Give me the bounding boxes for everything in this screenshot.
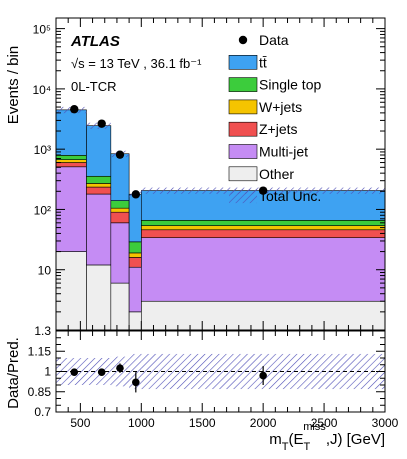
stack-bar xyxy=(110,282,130,331)
stack-bar xyxy=(86,186,112,195)
y-tick-label: 10² xyxy=(34,203,51,217)
region-label: 0L-TCR xyxy=(71,79,117,94)
legend-swatch xyxy=(228,77,258,92)
stack-bar xyxy=(86,175,112,184)
ratio-point xyxy=(70,368,79,376)
x-tick-label: 1500 xyxy=(189,416,216,430)
energy-lumi-label: √s = 13 TeV , 36.1 fb⁻¹ xyxy=(71,56,202,71)
ratio-y-ticks: 0.7 0.85 1 1.15 1.3 xyxy=(28,324,385,419)
x-tick-label: 1000 xyxy=(128,416,155,430)
stack-bar xyxy=(128,311,142,331)
ratio-point xyxy=(259,371,267,380)
legend-swatch xyxy=(228,144,258,159)
legend-swatch xyxy=(228,121,258,137)
ratio-point xyxy=(116,364,124,372)
stack-bar xyxy=(128,257,142,268)
data-point xyxy=(97,119,106,128)
stack-bar xyxy=(140,220,386,226)
legend-label: tt̄ xyxy=(259,54,267,70)
legend-data-marker xyxy=(238,35,248,45)
legend-label: Single top xyxy=(259,77,321,93)
ratio-y-tick-label: 1.3 xyxy=(34,324,51,338)
ratio-point xyxy=(132,378,140,387)
stack-bar xyxy=(86,264,112,331)
stack-bar xyxy=(110,211,130,224)
x-tick-label: 500 xyxy=(70,416,90,430)
x-tick-label: 2000 xyxy=(250,416,277,430)
stack-bar xyxy=(110,222,130,284)
stack-bar xyxy=(110,153,130,201)
ratio-y-tick-label: 1.15 xyxy=(28,344,52,358)
stack-bar xyxy=(86,125,112,177)
atlas-label: ATLAS xyxy=(70,33,120,50)
main-panel: 10 10² 10³ 10⁴ 10⁵ ATLAS √s = 13 TeV , 36.1 … xyxy=(5,17,386,331)
y-tick-label: 10⁵ xyxy=(33,23,51,37)
stack-bar xyxy=(128,193,142,243)
y-tick-label: 10⁴ xyxy=(32,83,51,97)
stack-bar xyxy=(55,109,87,156)
stack-bar xyxy=(110,200,130,209)
y-axis-label: Events / bin xyxy=(5,46,22,124)
legend-label: Z+jets xyxy=(259,121,298,137)
legend-swatch xyxy=(228,99,258,115)
stack-layer xyxy=(55,109,386,331)
ratio-x-ticks: 500 1000 1500 2000 2500 3000 xyxy=(55,331,399,430)
data-point xyxy=(131,190,141,199)
y-tick-label: 10³ xyxy=(34,143,51,157)
stack-bar xyxy=(55,251,87,331)
ratio-y-tick-label: 1 xyxy=(44,365,51,379)
stack-bar xyxy=(128,241,142,254)
stack-bar xyxy=(140,237,386,302)
stack-bar xyxy=(140,225,386,231)
stack-bar xyxy=(140,190,386,221)
ratio-point xyxy=(97,368,106,376)
stack-bar xyxy=(55,162,87,168)
legend-unc-swatch xyxy=(229,189,257,204)
legend-swatch xyxy=(228,166,258,182)
x-tick-label: 3000 xyxy=(372,416,399,430)
ratio-y-tick-label: 0.7 xyxy=(34,405,51,419)
legend-label: Other xyxy=(259,166,294,182)
stack-bar xyxy=(128,266,142,313)
ratio-y-axis-label: Data/Pred. xyxy=(5,337,22,409)
ratio-y-tick-label: 0.85 xyxy=(28,385,52,399)
stack-bar xyxy=(128,252,142,258)
stack-bar xyxy=(110,207,130,213)
stack-bar xyxy=(140,229,386,238)
legend-label: Multi-jet xyxy=(259,144,308,160)
data-point xyxy=(115,150,125,159)
data-layer xyxy=(70,105,268,199)
legend: Data tt̄ Single top W+jets Z+jets Multi-jet Ot… xyxy=(228,32,321,204)
stack-bar xyxy=(86,183,112,188)
legend-swatch xyxy=(228,54,258,70)
x-tick-label: 2500 xyxy=(311,416,338,430)
legend-label: W+jets xyxy=(259,99,302,115)
ratio-points xyxy=(70,363,267,393)
y-tick-label: 10 xyxy=(38,264,52,278)
data-point xyxy=(70,105,79,114)
legend-label: Data xyxy=(259,32,289,48)
main-x-ticks xyxy=(55,18,386,330)
legend-label: Total Unc. xyxy=(259,188,321,204)
main-y-ticks: 10 10² 10³ 10⁴ 10⁵ xyxy=(32,23,385,331)
ratio-uncertainty-band xyxy=(56,353,385,390)
data-point xyxy=(258,186,268,195)
main-frame xyxy=(55,17,386,331)
stack-bar xyxy=(86,193,112,266)
